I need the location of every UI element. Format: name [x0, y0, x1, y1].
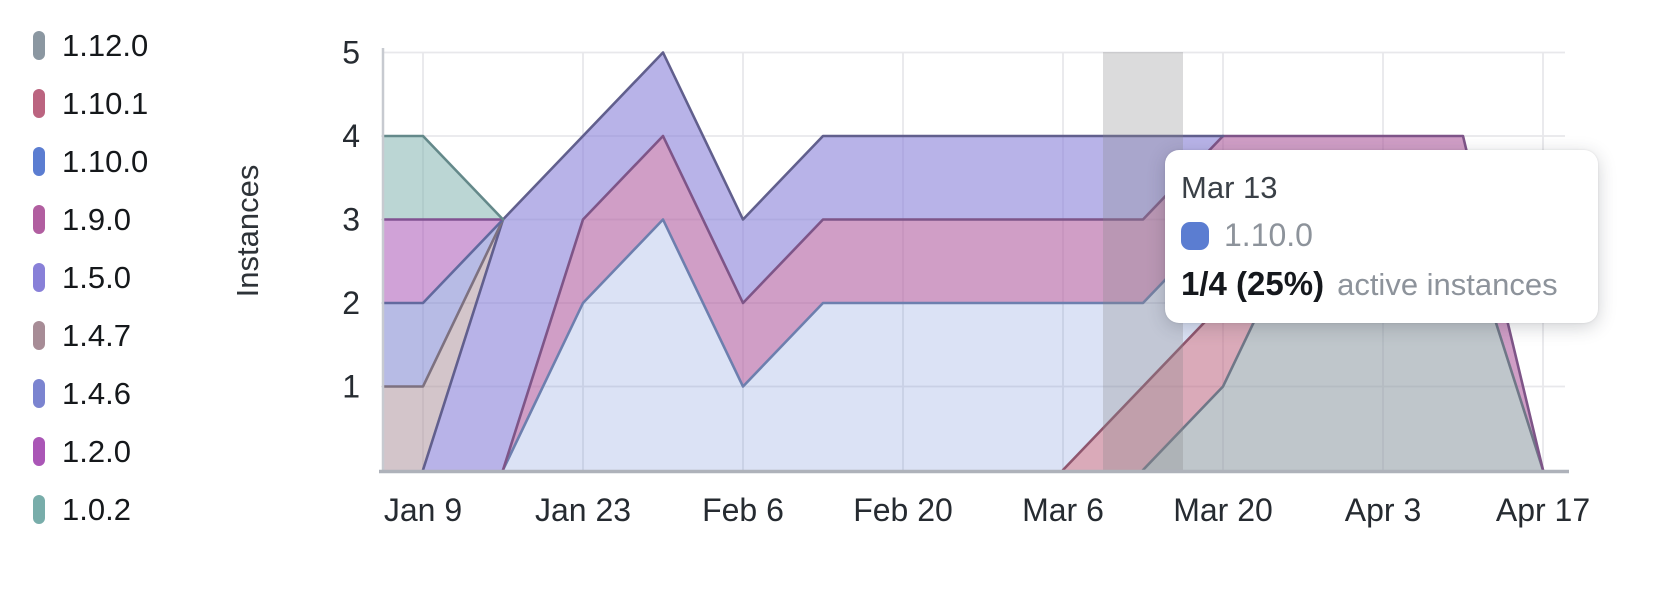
legend-item-1.12.0[interactable]: 1.12.0 [33, 28, 149, 63]
legend-label: 1.9.0 [62, 202, 131, 237]
area-edge-1.4.6 [381, 218, 505, 305]
x-tick-label: Feb 6 [702, 492, 784, 528]
legend-swatch-1.5.0 [33, 263, 45, 292]
legend-label: 1.4.7 [62, 318, 131, 353]
legend-swatch-1.4.7 [33, 321, 45, 350]
legend-item-1.10.0[interactable]: 1.10.0 [33, 144, 149, 179]
x-tick-label: Mar 20 [1173, 492, 1273, 528]
legend-swatch-1.0.2 [33, 495, 45, 524]
area-1.10.0[interactable] [383, 219, 1543, 471]
legend-item-1.5.0[interactable]: 1.5.0 [33, 260, 148, 295]
area-edge-1.4.7 [381, 218, 505, 388]
y-tick-label: 5 [342, 35, 360, 71]
area-edge-1.9.0 [501, 134, 1545, 472]
legend-swatch-1.10.0 [33, 147, 45, 176]
legend-swatch-1.9.0 [33, 205, 45, 234]
x-tick-label: Jan 9 [384, 492, 462, 528]
area-edge-1.5.0 [421, 51, 1225, 472]
x-tick-label: Jan 23 [535, 492, 631, 528]
legend: 1.12.0 1.10.1 1.10.0 1.9.0 1.5.0 1.4.7 1… [33, 28, 149, 553]
legend-label: 1.10.0 [62, 144, 149, 179]
legend-item-1.0.2[interactable]: 1.0.2 [33, 492, 148, 527]
tooltip-value: 1/4 (25%) [1181, 265, 1325, 302]
legend-item-1.2.0[interactable]: 1.2.0 [33, 434, 148, 469]
area-1.12.0[interactable] [383, 219, 1543, 471]
y-tick-label: 2 [342, 285, 360, 321]
tooltip-value-suffix: active instances [1337, 267, 1558, 302]
tooltip-series-name: 1.10.0 [1224, 217, 1313, 253]
area-edge-1.0.2 [381, 134, 505, 221]
legend-label: 1.10.1 [62, 86, 149, 121]
legend-label: 1.2.0 [62, 434, 131, 469]
tooltip-date: Mar 13 [1181, 170, 1278, 205]
legend-item-1.10.1[interactable]: 1.10.1 [33, 86, 149, 121]
y-tick-label: 4 [342, 118, 360, 154]
legend-label: 1.5.0 [62, 260, 131, 295]
legend-swatch-1.2.0 [33, 437, 45, 466]
legend-label: 1.4.6 [62, 376, 131, 411]
legend-swatch-1.4.6 [33, 379, 45, 408]
y-tick-label: 1 [342, 369, 360, 405]
legend-item-1.9.0[interactable]: 1.9.0 [33, 202, 148, 237]
tooltip-series-swatch [1181, 221, 1209, 250]
legend-item-1.4.6[interactable]: 1.4.6 [33, 376, 148, 411]
chart-tooltip: Mar 13 1.10.0 1/4 (25%) active instances [1165, 150, 1598, 323]
x-tick-label: Feb 20 [853, 492, 953, 528]
y-tick-label: 3 [342, 202, 360, 238]
legend-swatch-1.10.1 [33, 89, 45, 118]
legend-swatch-1.12.0 [33, 31, 45, 60]
x-tick-label: Apr 3 [1345, 492, 1421, 528]
x-tick-label: Apr 17 [1496, 492, 1590, 528]
x-tick-label: Mar 6 [1022, 492, 1104, 528]
legend-label: 1.12.0 [62, 28, 149, 63]
legend-item-1.4.7[interactable]: 1.4.7 [33, 318, 148, 353]
legend-label: 1.0.2 [62, 492, 131, 527]
